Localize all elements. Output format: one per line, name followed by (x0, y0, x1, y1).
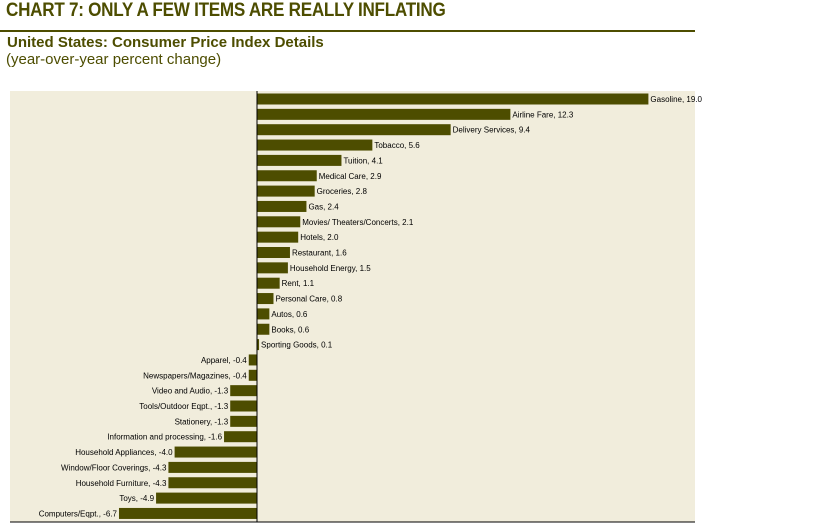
data-label-21: Stationery, -1.3 (175, 417, 229, 426)
data-label-24: Window/Floor Coverings, -4.3 (61, 463, 167, 472)
bar-22 (224, 431, 257, 443)
bar-15 (257, 323, 270, 335)
bar-2 (257, 124, 451, 136)
chart-title: CHART 7: ONLY A FEW ITEMS ARE REALLY INF… (6, 0, 446, 21)
chart-unit-label: (year-over-year percent change) (6, 51, 222, 68)
data-label-10: Restaurant, 1.6 (292, 249, 347, 258)
bar-14 (257, 308, 270, 320)
data-label-0: Gasoline, 19.0 (650, 95, 702, 104)
chart-subtitle: United States: Consumer Price Index Deta… (7, 34, 324, 51)
data-label-4: Tuition, 4.1 (343, 156, 383, 165)
data-label-22: Information and processing, -1.6 (107, 433, 222, 442)
data-label-25: Household Furniture, -4.3 (76, 479, 167, 488)
data-label-2: Delivery Services, 9.4 (453, 126, 531, 135)
data-label-8: Movies/ Theaters/Concerts, 2.1 (302, 218, 414, 227)
data-label-17: Apparel, -0.4 (201, 356, 247, 365)
data-label-19: Video and Audio, -1.3 (152, 387, 229, 396)
bar-1 (257, 108, 511, 120)
data-label-9: Hotels, 2.0 (300, 233, 339, 242)
bar-26 (156, 492, 257, 504)
bar-7 (257, 200, 307, 212)
bar-9 (257, 231, 299, 243)
data-label-12: Rent, 1.1 (282, 279, 315, 288)
bar-23 (174, 446, 257, 458)
bar-8 (257, 216, 301, 228)
bar-3 (257, 139, 373, 151)
bar-16 (257, 339, 260, 351)
data-label-23: Household Appliances, -4.0 (75, 448, 173, 457)
data-label-14: Autos, 0.6 (271, 310, 308, 319)
bar-18 (248, 369, 257, 381)
bar-13 (257, 293, 274, 305)
data-label-16: Sporting Goods, 0.1 (261, 341, 333, 350)
bar-19 (230, 385, 257, 397)
bar-17 (248, 354, 257, 366)
data-label-5: Medical Care, 2.9 (319, 172, 382, 181)
bar-11 (257, 262, 288, 274)
bar-0 (257, 93, 649, 105)
bar-6 (257, 185, 315, 197)
data-label-1: Airline Fare, 12.3 (512, 110, 573, 119)
data-label-18: Newspapers/Magazines, -0.4 (143, 371, 247, 380)
data-label-6: Groceries, 2.8 (317, 187, 368, 196)
bar-25 (168, 477, 257, 489)
bar-4 (257, 154, 342, 166)
bar-5 (257, 170, 317, 182)
bar-20 (230, 400, 257, 412)
data-label-7: Gas, 2.4 (308, 202, 339, 211)
plot-area (10, 91, 695, 522)
data-label-3: Tobacco, 5.6 (374, 141, 420, 150)
data-label-26: Toys, -4.9 (119, 494, 154, 503)
bar-12 (257, 277, 280, 289)
data-label-13: Personal Care, 0.8 (275, 295, 342, 304)
bar-10 (257, 247, 290, 258)
data-label-11: Household Energy, 1.5 (290, 264, 371, 273)
data-label-20: Tools/Outdoor Eqpt., -1.3 (139, 402, 228, 411)
bar-21 (230, 415, 257, 427)
data-label-15: Books, 0.6 (271, 325, 309, 334)
bar-24 (168, 461, 257, 473)
bar-27 (118, 507, 257, 519)
data-label-27: Computers/Eqpt., -6.7 (39, 509, 118, 518)
title-divider (0, 30, 695, 32)
